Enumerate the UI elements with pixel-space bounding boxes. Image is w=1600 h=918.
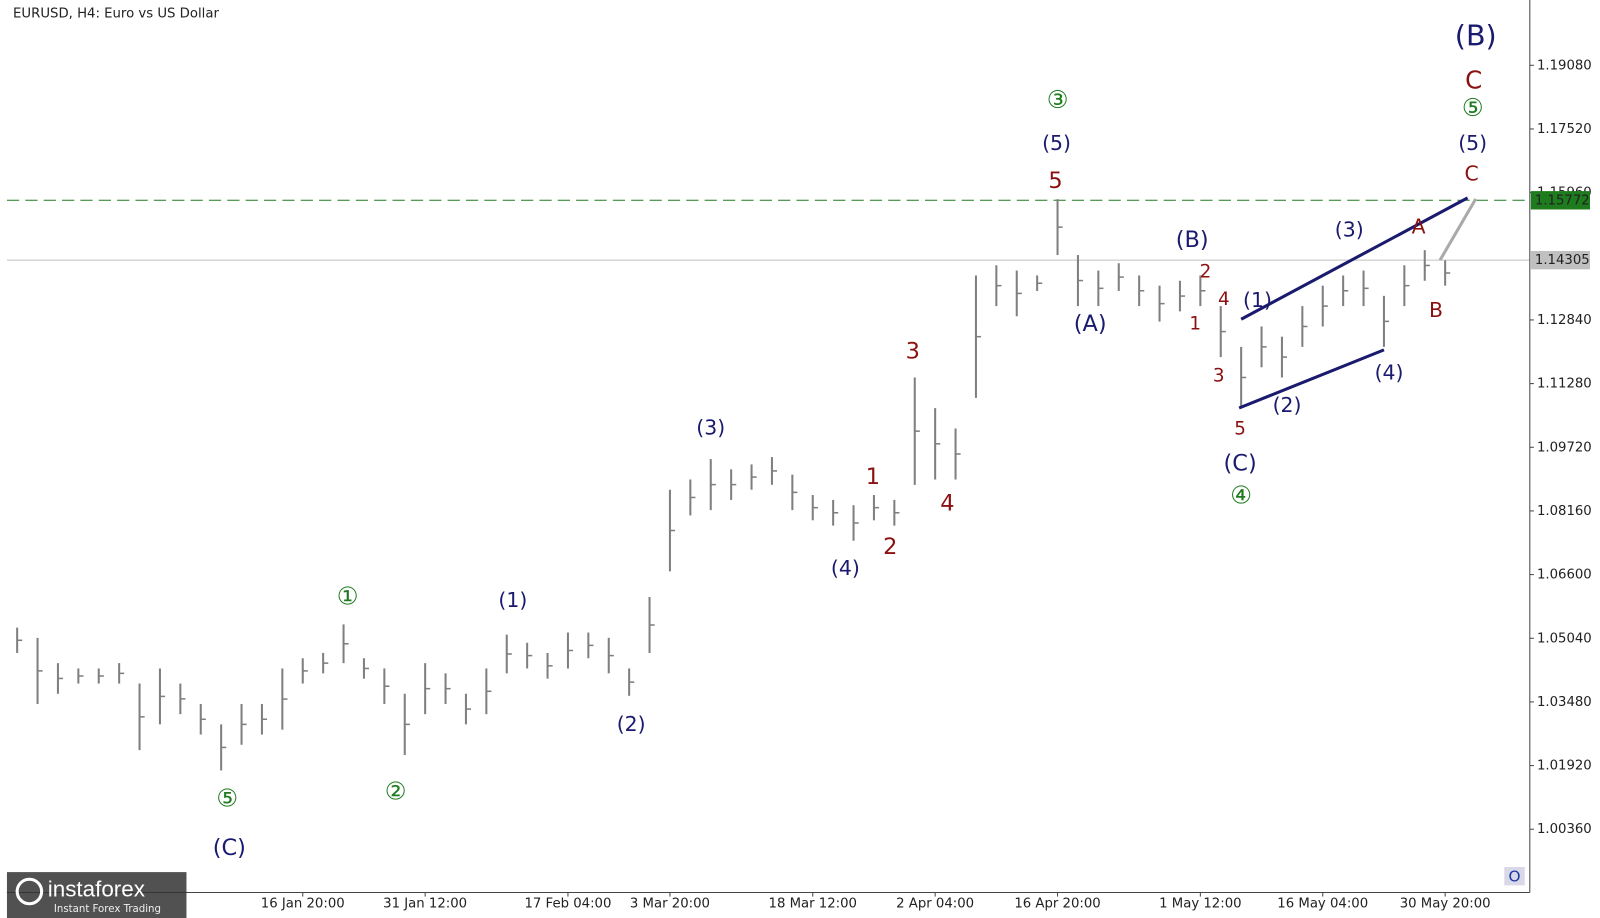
wave-label: (A) [1074, 311, 1107, 337]
wave-label: A [1412, 214, 1426, 238]
price-level-label: 1.15772 [1535, 193, 1590, 208]
y-tick-label: 1.19080 [1537, 58, 1592, 73]
wave-label: (1) [1243, 288, 1272, 312]
logo: instaforex Instant Forex Trading [6, 872, 187, 918]
wave-label: 4 [940, 490, 954, 516]
y-tick-label: 1.06600 [1537, 568, 1592, 583]
chart-title: EURUSD, H4: Euro vs US Dollar [13, 6, 219, 21]
wave-label: (3) [696, 415, 725, 439]
wave-label: ④ [1230, 481, 1252, 510]
price-bars [16, 199, 1451, 771]
x-tick-label: 2 Apr 04:00 [896, 897, 974, 912]
x-tick-label: 16 Apr 20:00 [1014, 897, 1100, 912]
y-tick-label: 1.05040 [1537, 631, 1592, 646]
background [6, 0, 1594, 918]
wave-label: (C) [1224, 451, 1257, 477]
x-tick-label: 3 Mar 20:00 [630, 897, 710, 912]
channel-line [1240, 196, 1469, 321]
wave-label: B [1429, 298, 1443, 322]
y-tick-label: 1.17520 [1537, 122, 1592, 137]
x-tick-label: 30 May 20:00 [1400, 897, 1491, 912]
y-tick-label: 1.00360 [1537, 822, 1592, 837]
x-tick-label: 16 Jan 20:00 [261, 897, 345, 912]
y-tick-label: 1.09720 [1537, 440, 1592, 455]
wave-label: 1 [1189, 313, 1201, 334]
wave-label: C [1465, 66, 1482, 95]
x-tick-label: 18 Mar 12:00 [769, 897, 857, 912]
wave-label: (B) [1176, 227, 1209, 253]
corner-icon[interactable]: O [1508, 868, 1520, 886]
wave-label: 3 [1213, 365, 1225, 386]
projection-line [1438, 198, 1478, 261]
wave-label: (5) [1042, 131, 1071, 155]
y-tick-label: 1.11280 [1537, 377, 1592, 392]
wave-label: ⑤ [1462, 93, 1484, 122]
y-tick-label: 1.03480 [1537, 695, 1592, 710]
price-axis: 1.190801.175201.159601.128401.112801.097… [6, 58, 1592, 912]
y-tick-label: 1.12840 [1537, 313, 1592, 328]
wave-label: 5 [1048, 168, 1062, 194]
wave-label: ② [385, 777, 407, 806]
price-level-box [1530, 250, 1590, 270]
wave-label: (2) [1273, 393, 1302, 417]
wave-label: (C) [213, 835, 246, 861]
wave-label: (3) [1335, 218, 1364, 242]
x-tick-label: 31 Jan 12:00 [383, 897, 467, 912]
wave-label: 1 [866, 464, 880, 490]
wave-label: (B) [1455, 19, 1497, 53]
wave-label: (1) [498, 588, 527, 612]
wave-label: (2) [617, 712, 646, 736]
x-tick-label: 17 Feb 04:00 [524, 897, 611, 912]
wave-label: 2 [883, 534, 897, 560]
logo-background [6, 872, 187, 918]
wave-label: 4 [1218, 289, 1230, 310]
wave-label: 5 [1234, 418, 1246, 439]
corner-button[interactable] [1504, 867, 1525, 886]
wave-label: ③ [1047, 85, 1069, 114]
wave-label: C [1465, 161, 1479, 185]
wave-labels: (B)C⑤(5)C③(5)5(B)241(1)(A)(3) AB35(2)(4)(… [213, 19, 1497, 861]
channel-line [1238, 348, 1385, 410]
wave-label: ⑤ [216, 784, 238, 813]
price-level-label: 1.14305 [1535, 253, 1590, 268]
wave-label: (4) [1375, 360, 1404, 384]
logo-icon [15, 877, 44, 906]
logo-tagline: Instant Forex Trading [54, 904, 161, 915]
wave-label: ① [337, 582, 359, 611]
wave-label: (5) [1458, 131, 1487, 155]
logo-name: instaforex [48, 876, 145, 901]
x-tick-label: 16 May 04:00 [1277, 897, 1368, 912]
wave-label: (4) [831, 556, 860, 580]
y-tick-label: 1.01920 [1537, 759, 1592, 774]
price-level-box [1530, 191, 1590, 210]
x-tick-label: 1 May 12:00 [1159, 897, 1241, 912]
y-tick-label: 1.08160 [1537, 504, 1592, 519]
wave-label: 2 [1200, 261, 1212, 282]
wave-label: 3 [906, 338, 920, 364]
